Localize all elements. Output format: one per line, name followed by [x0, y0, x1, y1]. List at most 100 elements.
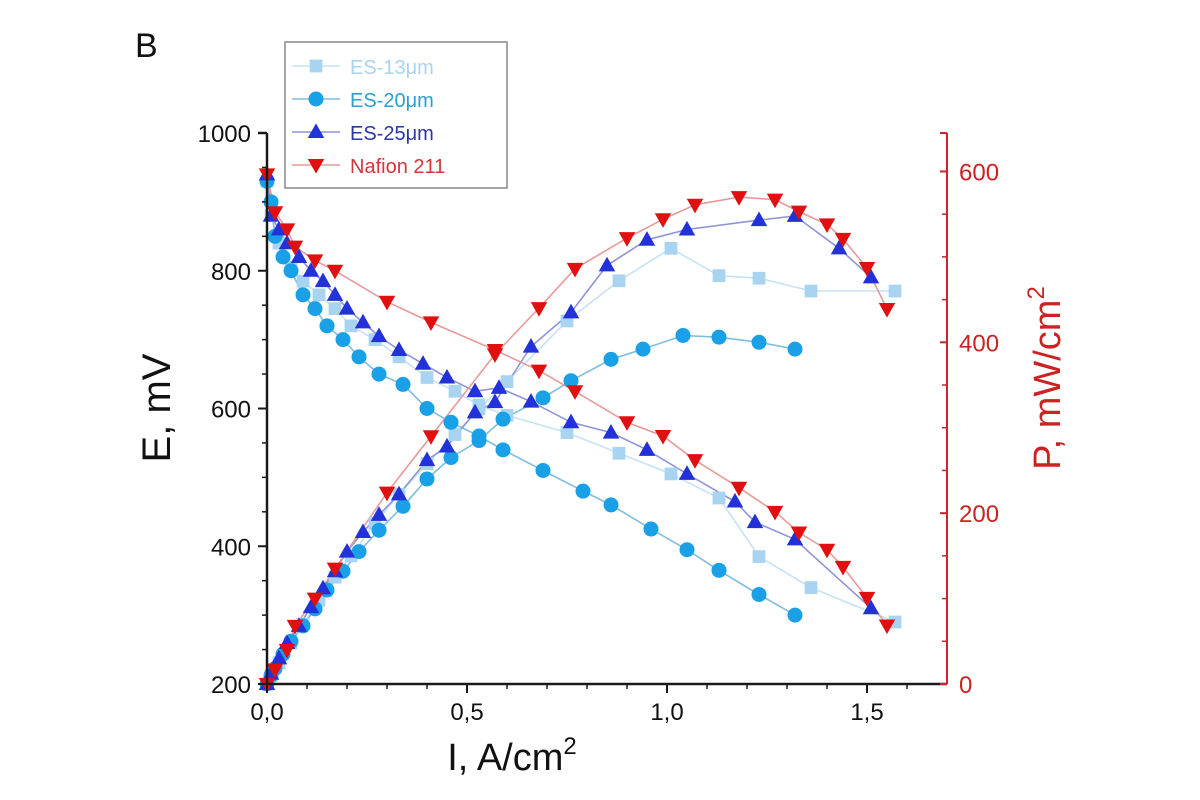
- point-es-20-m-voltage: [787, 607, 803, 623]
- point-es-13-m-voltage: [328, 302, 342, 316]
- point-es-20-m-power: [371, 522, 387, 538]
- point-es-25-m-power: [638, 231, 656, 246]
- point-es-25-m-voltage: [522, 392, 540, 408]
- point-es-20-m-power: [751, 334, 767, 350]
- point-nafion-211-power: [278, 643, 296, 659]
- point-es-25-m-voltage: [562, 413, 580, 429]
- point-es-25-m-power: [562, 303, 580, 319]
- y2-tick-label: 600: [959, 159, 999, 186]
- point-nafion-211-voltage: [378, 295, 396, 311]
- point-es-20-m-voltage: [351, 349, 367, 365]
- point-es-20-m-power: [787, 341, 803, 357]
- point-es-25-m-power: [370, 506, 388, 521]
- point-nafion-211-voltage: [878, 619, 896, 635]
- point-es-20-m-voltage: [535, 462, 551, 478]
- point-es-13-m-voltage: [344, 319, 358, 333]
- point-nafion-211-power: [686, 198, 704, 214]
- point-nafion-211-power: [878, 302, 896, 318]
- point-nafion-211-voltage: [422, 316, 440, 332]
- point-es-25-m-voltage: [746, 513, 764, 529]
- point-es-20-m-power: [443, 450, 459, 466]
- legend-marker-es-13-m: [309, 59, 323, 73]
- y-tick-label: 1000: [198, 121, 251, 148]
- point-es-25-m-voltage: [466, 382, 484, 398]
- point-es-13-m-power: [500, 375, 514, 388]
- point-es-25-m-voltage: [270, 220, 288, 236]
- point-es-20-m-voltage: [395, 376, 411, 392]
- point-nafion-211-power: [834, 232, 852, 248]
- point-nafion-211-voltage: [834, 560, 852, 576]
- point-es-25-m-power: [522, 337, 540, 353]
- y2-axis-title: P, mW/cm2: [1023, 286, 1069, 470]
- line-es-25-m-power: [266, 215, 872, 685]
- point-es-25-m-voltage: [862, 599, 880, 615]
- point-es-25-m-power: [466, 403, 484, 419]
- point-es-25-m-voltage: [326, 286, 344, 301]
- point-es-25-m-power: [354, 523, 372, 538]
- point-nafion-211-power: [486, 348, 504, 363]
- point-es-20-m-power: [495, 411, 511, 427]
- point-es-25-m-power: [678, 220, 696, 236]
- point-nafion-211-voltage: [566, 385, 584, 400]
- axis-tick-labels: 0,0 0,5 1,0 1,5 200 400 600 800 1000 0 200 400 600: [198, 121, 999, 726]
- point-es-20-m-voltage: [335, 332, 351, 348]
- point-nafion-211-voltage: [326, 264, 344, 280]
- point-es-25-m-voltage: [370, 327, 388, 343]
- point-es-25-m-voltage: [354, 313, 372, 329]
- point-es-25-m-power: [750, 211, 768, 227]
- point-es-20-m-voltage: [679, 542, 695, 558]
- point-nafion-211-power: [422, 430, 440, 445]
- point-es-13-m-voltage: [664, 467, 678, 481]
- point-es-25-m-voltage: [678, 465, 696, 480]
- y-tick-label: 200: [211, 672, 251, 699]
- x-axis-title: I, A/cm2: [447, 733, 577, 779]
- legend: ES-13μm ES-20μm ES-25μm Nafion 211: [284, 41, 508, 189]
- y-axis-title: E, mV: [135, 353, 179, 462]
- point-nafion-211-voltage: [266, 206, 284, 221]
- axis-ticks: [258, 132, 947, 693]
- point-es-25-m-voltage: [438, 368, 456, 384]
- legend-label-es-25-m: ES-25μm: [350, 123, 434, 145]
- x-tick-label: 0,5: [450, 699, 483, 726]
- y-tick-label: 600: [211, 397, 251, 424]
- legend-label-es-13-m: ES-13μm: [350, 57, 434, 79]
- point-es-25-m-voltage: [638, 441, 656, 456]
- y2-tick-label: 200: [959, 501, 999, 528]
- legend-marker-es-20-m: [308, 91, 324, 107]
- point-es-25-m-power: [486, 393, 504, 409]
- point-es-13-m-voltage: [804, 581, 818, 594]
- point-nafion-211-power: [766, 193, 784, 209]
- point-es-25-m-voltage: [602, 423, 620, 439]
- point-nafion-211-voltage: [858, 591, 876, 607]
- point-es-20-m-voltage: [295, 287, 311, 303]
- point-es-13-m-voltage: [612, 446, 626, 460]
- point-es-25-m-power: [314, 579, 332, 595]
- point-nafion-211-power: [378, 486, 396, 502]
- point-es-20-m-power: [471, 433, 487, 449]
- series-markers: [258, 165, 902, 693]
- point-es-25-m-voltage: [390, 341, 408, 356]
- point-nafion-211-power: [618, 232, 636, 247]
- point-nafion-211-power: [286, 619, 304, 635]
- point-es-25-m-voltage: [726, 492, 744, 508]
- point-es-25-m-power: [270, 649, 288, 665]
- legend-label-nafion-211: Nafion 211: [350, 156, 445, 178]
- legend-marker-es-25-m: [307, 123, 325, 138]
- point-es-25-m-power: [438, 437, 456, 453]
- point-es-13-m-voltage: [560, 426, 574, 439]
- point-es-13-m-voltage: [420, 371, 434, 384]
- point-es-20-m-power: [603, 351, 619, 367]
- y2-axis-title-superscript: 2: [1023, 286, 1050, 299]
- point-nafion-211-power: [858, 261, 876, 277]
- point-es-13-m-power: [664, 241, 678, 255]
- point-es-25-m-voltage: [786, 530, 804, 546]
- point-es-20-m-voltage: [711, 562, 727, 578]
- point-es-20-m-power: [395, 498, 411, 514]
- line-es-20-m-power: [266, 334, 796, 685]
- point-nafion-211-power: [818, 218, 836, 234]
- point-es-25-m-voltage: [338, 300, 356, 315]
- point-es-20-m-power: [351, 544, 367, 560]
- point-es-25-m-voltage: [490, 379, 508, 394]
- point-es-20-m-voltage: [319, 318, 335, 334]
- legend-label-es-20-m: ES-20μm: [350, 90, 434, 112]
